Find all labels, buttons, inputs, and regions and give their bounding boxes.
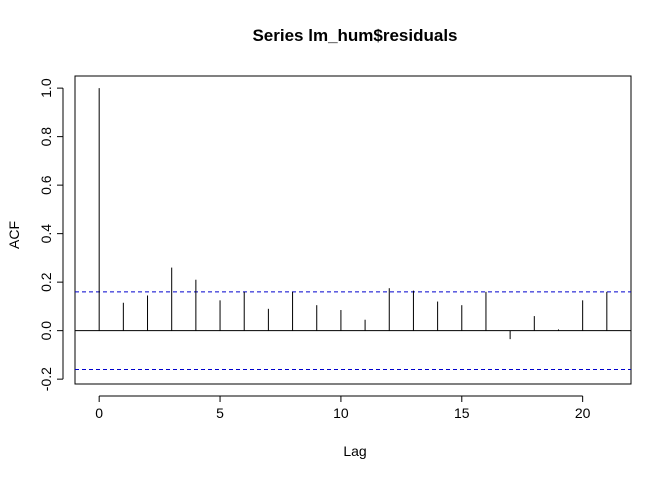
x-tick-label-10: 10 (333, 405, 349, 421)
plot-area: 0 5 10 15 20 -0.2 0.0 0.2 0.4 0.6 0.8 1.0 (38, 75, 632, 421)
y-axis-label: ACF (6, 221, 22, 249)
y-tick-label-0: -0.2 (38, 367, 54, 391)
y-tick-label-2: 0.2 (38, 272, 54, 292)
x-tick-label-20: 20 (575, 405, 591, 421)
x-axis-label: Lag (343, 443, 366, 459)
x-tick-label-0: 0 (95, 405, 103, 421)
y-tick-label-5: 0.8 (38, 127, 54, 147)
y-tick-label-1: 0.0 (38, 321, 54, 341)
chart-title: Series lm_hum$residuals (252, 26, 457, 45)
y-tick-label-4: 0.6 (38, 175, 54, 195)
x-tick-label-15: 15 (454, 405, 470, 421)
y-tick-label-3: 0.4 (38, 224, 54, 244)
x-tick-label-5: 5 (216, 405, 224, 421)
y-tick-label-6: 1.0 (38, 78, 54, 98)
plot-frame (74, 75, 632, 385)
